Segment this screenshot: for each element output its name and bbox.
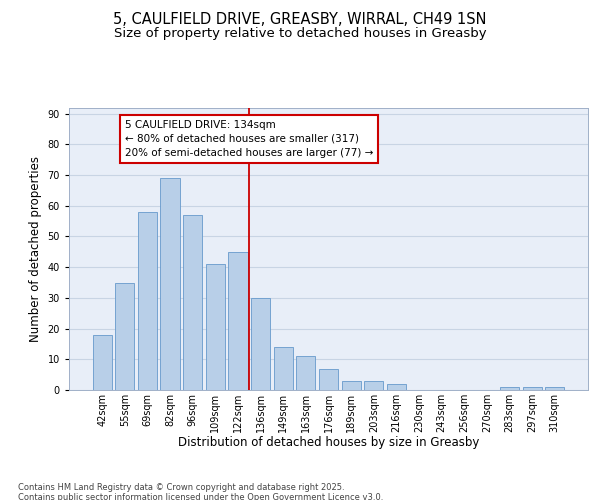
Bar bbox=[545, 387, 565, 390]
Bar bbox=[206, 264, 225, 390]
Text: 5, CAULFIELD DRIVE, GREASBY, WIRRAL, CH49 1SN: 5, CAULFIELD DRIVE, GREASBY, WIRRAL, CH4… bbox=[113, 12, 487, 28]
Text: 5 CAULFIELD DRIVE: 134sqm
← 80% of detached houses are smaller (317)
20% of semi: 5 CAULFIELD DRIVE: 134sqm ← 80% of detac… bbox=[125, 120, 373, 158]
Bar bbox=[500, 387, 519, 390]
Bar bbox=[274, 347, 293, 390]
Bar bbox=[115, 282, 134, 390]
Bar bbox=[160, 178, 180, 390]
Bar bbox=[92, 334, 112, 390]
Bar bbox=[229, 252, 248, 390]
Text: Contains HM Land Registry data © Crown copyright and database right 2025.
Contai: Contains HM Land Registry data © Crown c… bbox=[18, 482, 383, 500]
Bar bbox=[251, 298, 270, 390]
Bar bbox=[138, 212, 157, 390]
Bar bbox=[296, 356, 316, 390]
X-axis label: Distribution of detached houses by size in Greasby: Distribution of detached houses by size … bbox=[178, 436, 479, 450]
Y-axis label: Number of detached properties: Number of detached properties bbox=[29, 156, 42, 342]
Bar bbox=[523, 387, 542, 390]
Bar bbox=[387, 384, 406, 390]
Text: Size of property relative to detached houses in Greasby: Size of property relative to detached ho… bbox=[113, 28, 487, 40]
Bar bbox=[341, 381, 361, 390]
Bar bbox=[319, 368, 338, 390]
Bar bbox=[364, 381, 383, 390]
Bar bbox=[183, 215, 202, 390]
